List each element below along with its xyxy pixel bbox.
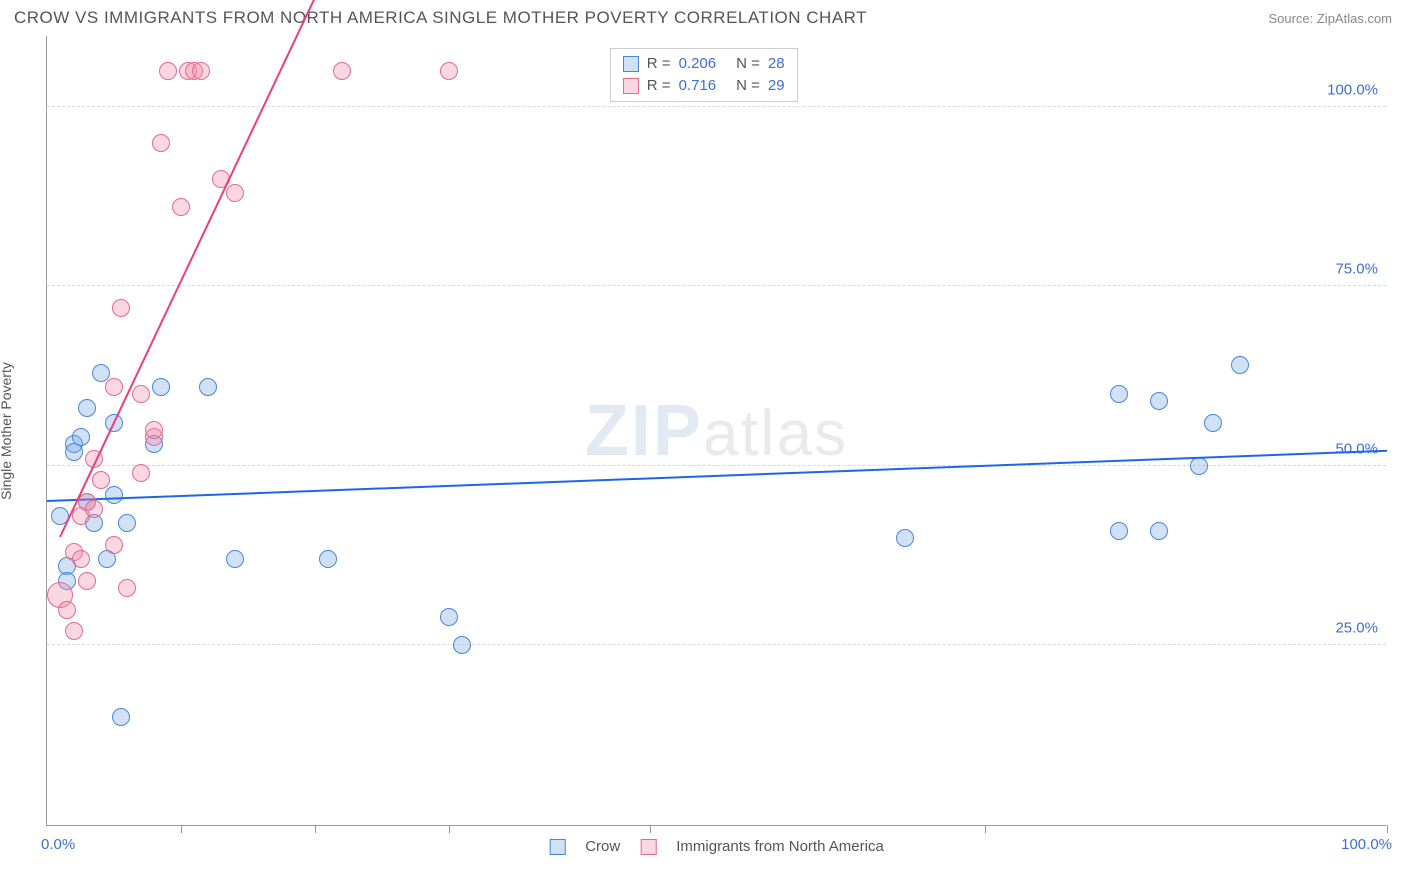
gridline: [47, 465, 1386, 466]
legend-swatch: [623, 56, 639, 72]
correlation-legend: R = 0.206 N = 28 R = 0.716 N = 29: [610, 48, 798, 102]
r-label: R =: [647, 53, 671, 75]
n-value: 29: [768, 75, 785, 97]
gridline: [47, 644, 1386, 645]
header: CROW VS IMMIGRANTS FROM NORTH AMERICA SI…: [0, 0, 1406, 32]
data-point: [896, 529, 914, 547]
legend-swatch: [640, 839, 656, 855]
data-point: [152, 378, 170, 396]
data-point: [132, 385, 150, 403]
data-point: [65, 622, 83, 640]
data-point: [105, 486, 123, 504]
r-value: 0.716: [679, 75, 717, 97]
x-min-label: 0.0%: [41, 836, 75, 853]
legend-label: Crow: [585, 838, 620, 855]
data-point: [159, 62, 177, 80]
x-tick: [181, 825, 182, 833]
x-tick: [650, 825, 651, 833]
watermark-logo: ZIP: [585, 391, 703, 471]
data-point: [1231, 356, 1249, 374]
legend-swatch: [623, 78, 639, 94]
chart-container: Single Mother Poverty ZIPatlas 25.0%50.0…: [14, 36, 1392, 826]
data-point: [1110, 385, 1128, 403]
data-point: [199, 378, 217, 396]
data-point: [172, 198, 190, 216]
trend-line: [59, 0, 315, 537]
data-point: [58, 601, 76, 619]
x-tick: [1387, 825, 1388, 833]
data-point: [453, 636, 471, 654]
data-point: [152, 134, 170, 152]
n-label: N =: [736, 53, 760, 75]
source-label: Source: ZipAtlas.com: [1268, 11, 1392, 26]
data-point: [72, 428, 90, 446]
x-tick: [315, 825, 316, 833]
data-point: [1150, 522, 1168, 540]
y-axis-label: Single Mother Poverty: [0, 362, 14, 500]
y-tick-label: 25.0%: [1335, 620, 1378, 637]
y-tick-label: 100.0%: [1327, 81, 1378, 98]
data-point: [72, 550, 90, 568]
y-tick-label: 75.0%: [1335, 261, 1378, 278]
data-point: [112, 299, 130, 317]
data-point: [92, 364, 110, 382]
data-point: [78, 399, 96, 417]
r-value: 0.206: [679, 53, 717, 75]
data-point: [440, 62, 458, 80]
data-point: [92, 471, 110, 489]
r-label: R =: [647, 75, 671, 97]
data-point: [1150, 392, 1168, 410]
data-point: [1204, 414, 1222, 432]
data-point: [118, 514, 136, 532]
legend-label: Immigrants from North America: [676, 838, 884, 855]
watermark: ZIPatlas: [585, 390, 848, 472]
x-max-label: 100.0%: [1341, 836, 1392, 853]
data-point: [192, 62, 210, 80]
n-label: N =: [736, 75, 760, 97]
y-tick-label: 50.0%: [1335, 440, 1378, 457]
data-point: [440, 608, 458, 626]
data-point: [145, 421, 163, 439]
x-tick: [449, 825, 450, 833]
gridline: [47, 106, 1386, 107]
data-point: [118, 579, 136, 597]
legend-row: R = 0.206 N = 28: [623, 53, 785, 75]
data-point: [132, 464, 150, 482]
chart-title: CROW VS IMMIGRANTS FROM NORTH AMERICA SI…: [14, 8, 867, 28]
gridline: [47, 285, 1386, 286]
x-tick: [985, 825, 986, 833]
data-point: [105, 536, 123, 554]
scatter-plot: ZIPatlas 25.0%50.0%75.0%100.0%0.0%100.0%…: [46, 36, 1386, 826]
data-point: [333, 62, 351, 80]
data-point: [226, 184, 244, 202]
data-point: [85, 500, 103, 518]
data-point: [1190, 457, 1208, 475]
n-value: 28: [768, 53, 785, 75]
data-point: [78, 572, 96, 590]
series-legend: Crow Immigrants from North America: [549, 838, 884, 855]
trend-line: [47, 450, 1387, 502]
data-point: [105, 378, 123, 396]
legend-row: R = 0.716 N = 29: [623, 75, 785, 97]
legend-swatch: [549, 839, 565, 855]
data-point: [112, 708, 130, 726]
data-point: [319, 550, 337, 568]
data-point: [226, 550, 244, 568]
data-point: [1110, 522, 1128, 540]
watermark-text: atlas: [703, 397, 848, 469]
